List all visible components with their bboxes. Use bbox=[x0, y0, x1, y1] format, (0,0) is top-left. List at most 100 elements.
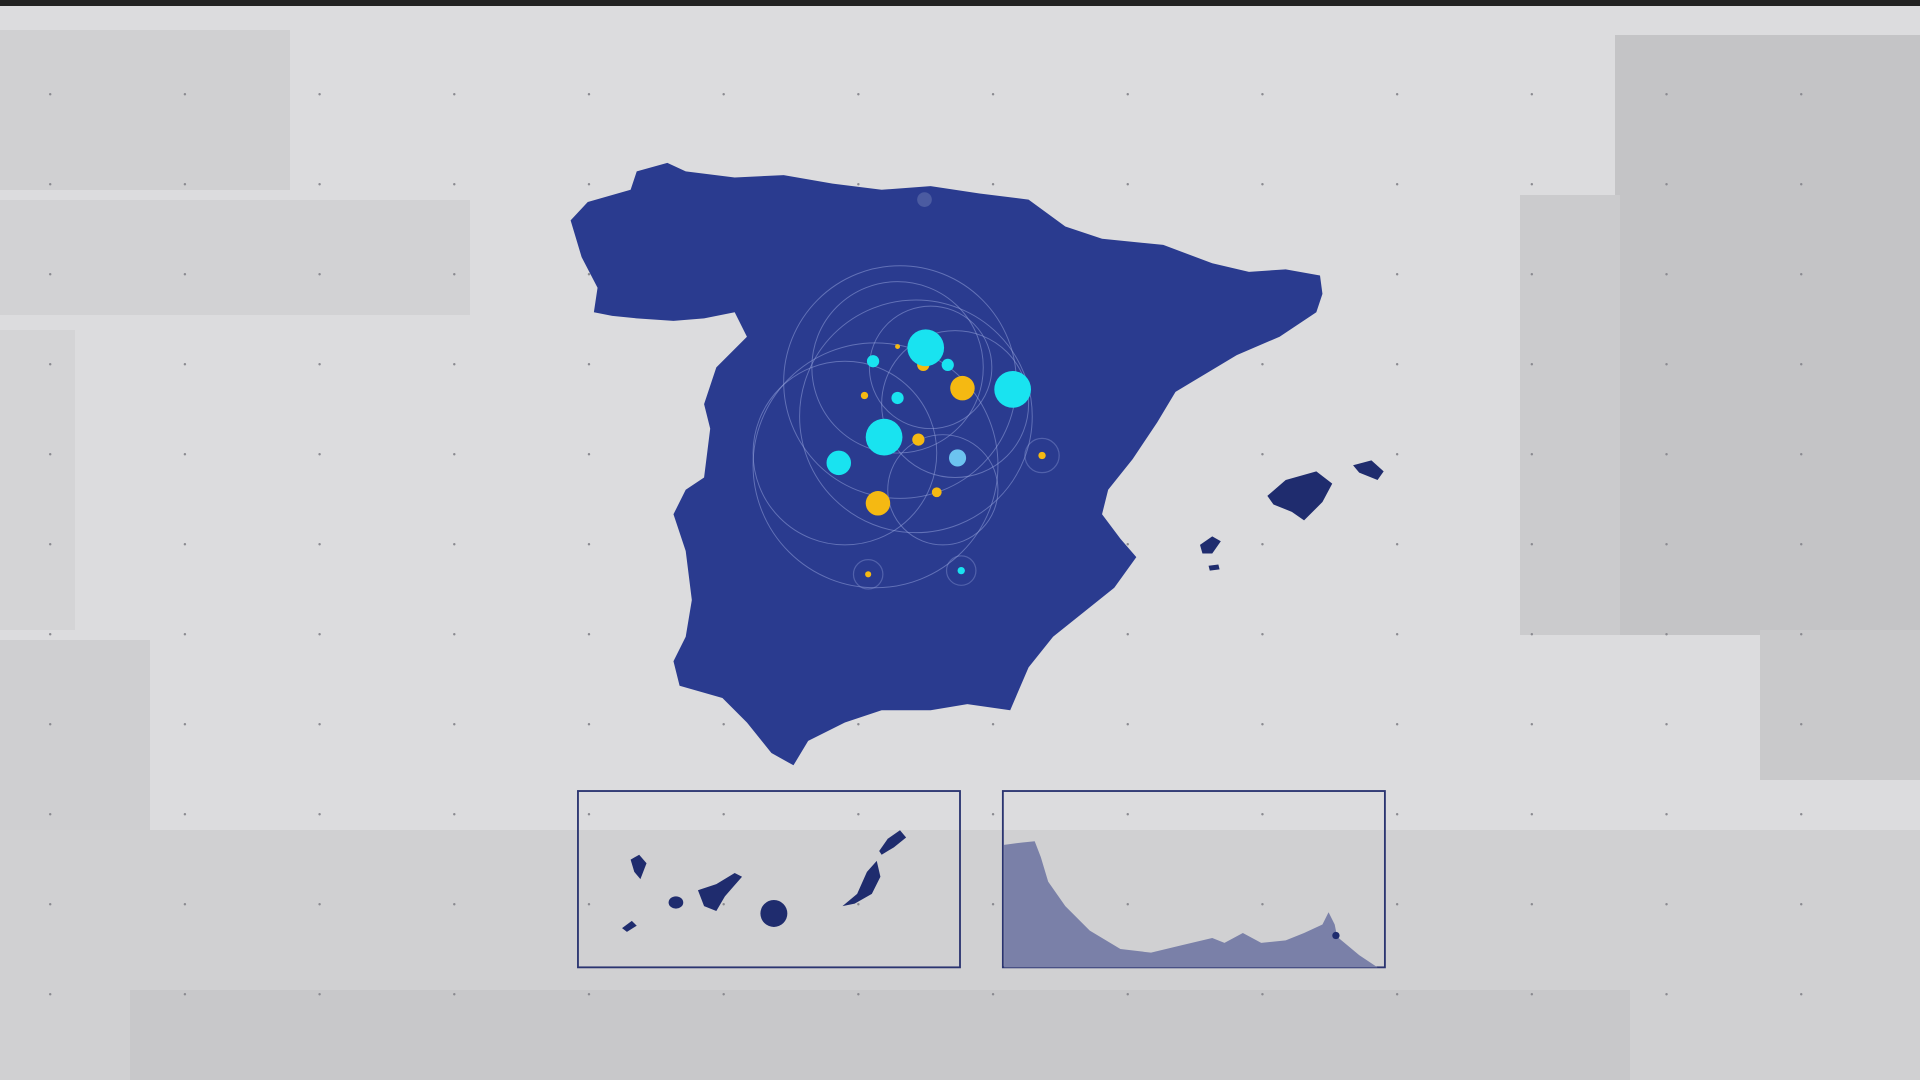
grid-dot bbox=[587, 723, 591, 726]
grid-dot bbox=[48, 183, 52, 186]
grid-dot bbox=[991, 813, 995, 816]
ring bbox=[945, 555, 977, 586]
grid-dot bbox=[857, 813, 860, 816]
grid-dot bbox=[453, 633, 456, 636]
grid-dot bbox=[1261, 903, 1264, 906]
grid-dot bbox=[1530, 633, 1534, 636]
ring bbox=[799, 299, 1033, 534]
grid-dot bbox=[318, 813, 321, 816]
grid-dot bbox=[48, 723, 52, 726]
grid-dot bbox=[1665, 363, 1668, 366]
grid-dot bbox=[48, 633, 52, 636]
grid-dot bbox=[453, 453, 456, 456]
grid-dot bbox=[318, 183, 321, 186]
grid-dot bbox=[48, 273, 52, 276]
grid-dot bbox=[1126, 903, 1129, 906]
grid-dot bbox=[1800, 543, 1803, 546]
ring bbox=[852, 558, 884, 590]
grid-dot bbox=[1800, 273, 1803, 276]
gran-canaria-island bbox=[760, 900, 788, 927]
grid-dot bbox=[1395, 993, 1399, 996]
grid-dot bbox=[722, 723, 725, 726]
grid-dot bbox=[318, 903, 321, 906]
grid-dot bbox=[318, 633, 321, 636]
grid-dot bbox=[1261, 993, 1264, 996]
ring bbox=[887, 434, 999, 546]
ring bbox=[868, 305, 993, 430]
el-hierro-island bbox=[622, 920, 637, 932]
grid-dot bbox=[1530, 93, 1534, 96]
ring bbox=[752, 360, 938, 546]
grid-dot bbox=[1530, 903, 1534, 906]
grid-dot bbox=[183, 633, 187, 636]
grid-dot bbox=[453, 363, 456, 366]
grid-dot bbox=[183, 183, 187, 186]
grid-dot bbox=[991, 93, 995, 96]
yellow-marker bbox=[931, 487, 942, 498]
ring bbox=[752, 342, 999, 589]
cyan-marker bbox=[957, 566, 965, 575]
grid-dot bbox=[1395, 273, 1399, 276]
grid-dot bbox=[1261, 453, 1264, 456]
grid-dot bbox=[48, 993, 52, 996]
grid-dot bbox=[1395, 903, 1399, 906]
canary-islands-inset bbox=[577, 790, 961, 969]
grid-dot bbox=[1395, 363, 1399, 366]
grid-dot bbox=[1665, 813, 1668, 816]
faint-marker bbox=[917, 192, 932, 207]
grid-dot bbox=[183, 273, 187, 276]
grid-dot bbox=[48, 813, 52, 816]
lanzarote-island bbox=[879, 830, 907, 855]
grid-dot bbox=[1800, 813, 1803, 816]
formentera-island bbox=[1208, 564, 1220, 571]
grid-dot bbox=[1126, 93, 1129, 96]
grid-dot bbox=[318, 543, 321, 546]
grid-dot bbox=[857, 183, 860, 186]
grid-dot bbox=[48, 93, 52, 96]
grid-dot bbox=[722, 93, 725, 96]
grid-dot bbox=[48, 453, 52, 456]
grid-dot bbox=[1395, 723, 1399, 726]
grid-dot bbox=[587, 813, 591, 816]
mallorca-island bbox=[1267, 471, 1333, 521]
cyan-marker bbox=[948, 449, 967, 467]
grid-dot bbox=[1395, 633, 1399, 636]
grid-dot bbox=[722, 993, 725, 996]
yellow-marker bbox=[865, 571, 872, 578]
bg-panel bbox=[0, 30, 290, 190]
grid-dot bbox=[991, 723, 995, 726]
grid-dot bbox=[1800, 993, 1803, 996]
bg-panel bbox=[0, 200, 470, 315]
grid-dot bbox=[453, 903, 456, 906]
fuerteventura-island bbox=[842, 860, 881, 907]
grid-dot bbox=[857, 93, 860, 96]
grid-dot bbox=[453, 723, 456, 726]
yellow-marker bbox=[950, 375, 975, 401]
grid-dot bbox=[1530, 723, 1534, 726]
grid-dot bbox=[318, 723, 321, 726]
grid-dot bbox=[318, 363, 321, 366]
grid-dot bbox=[453, 993, 456, 996]
grid-dot bbox=[587, 183, 591, 186]
grid-dot bbox=[857, 993, 860, 996]
grid-dot bbox=[183, 903, 187, 906]
ring bbox=[881, 330, 1030, 479]
grid-dot bbox=[1261, 813, 1264, 816]
grid-dot bbox=[1665, 543, 1668, 546]
grid-dot bbox=[183, 93, 187, 96]
grid-dot bbox=[991, 993, 995, 996]
grid-dot bbox=[587, 273, 591, 276]
yellow-marker bbox=[865, 491, 891, 516]
cyan-marker bbox=[826, 450, 852, 476]
grid-dot bbox=[587, 543, 591, 546]
grid-dot bbox=[453, 93, 456, 96]
grid-dot bbox=[1665, 633, 1668, 636]
grid-dot bbox=[1395, 543, 1399, 546]
grid-dot bbox=[1261, 543, 1264, 546]
grid-dot bbox=[722, 813, 725, 816]
bg-panel bbox=[1520, 195, 1620, 635]
grid-dot bbox=[1800, 633, 1803, 636]
grid-dot bbox=[587, 363, 591, 366]
bg-panel bbox=[1760, 630, 1920, 780]
grid-dot bbox=[1261, 183, 1264, 186]
